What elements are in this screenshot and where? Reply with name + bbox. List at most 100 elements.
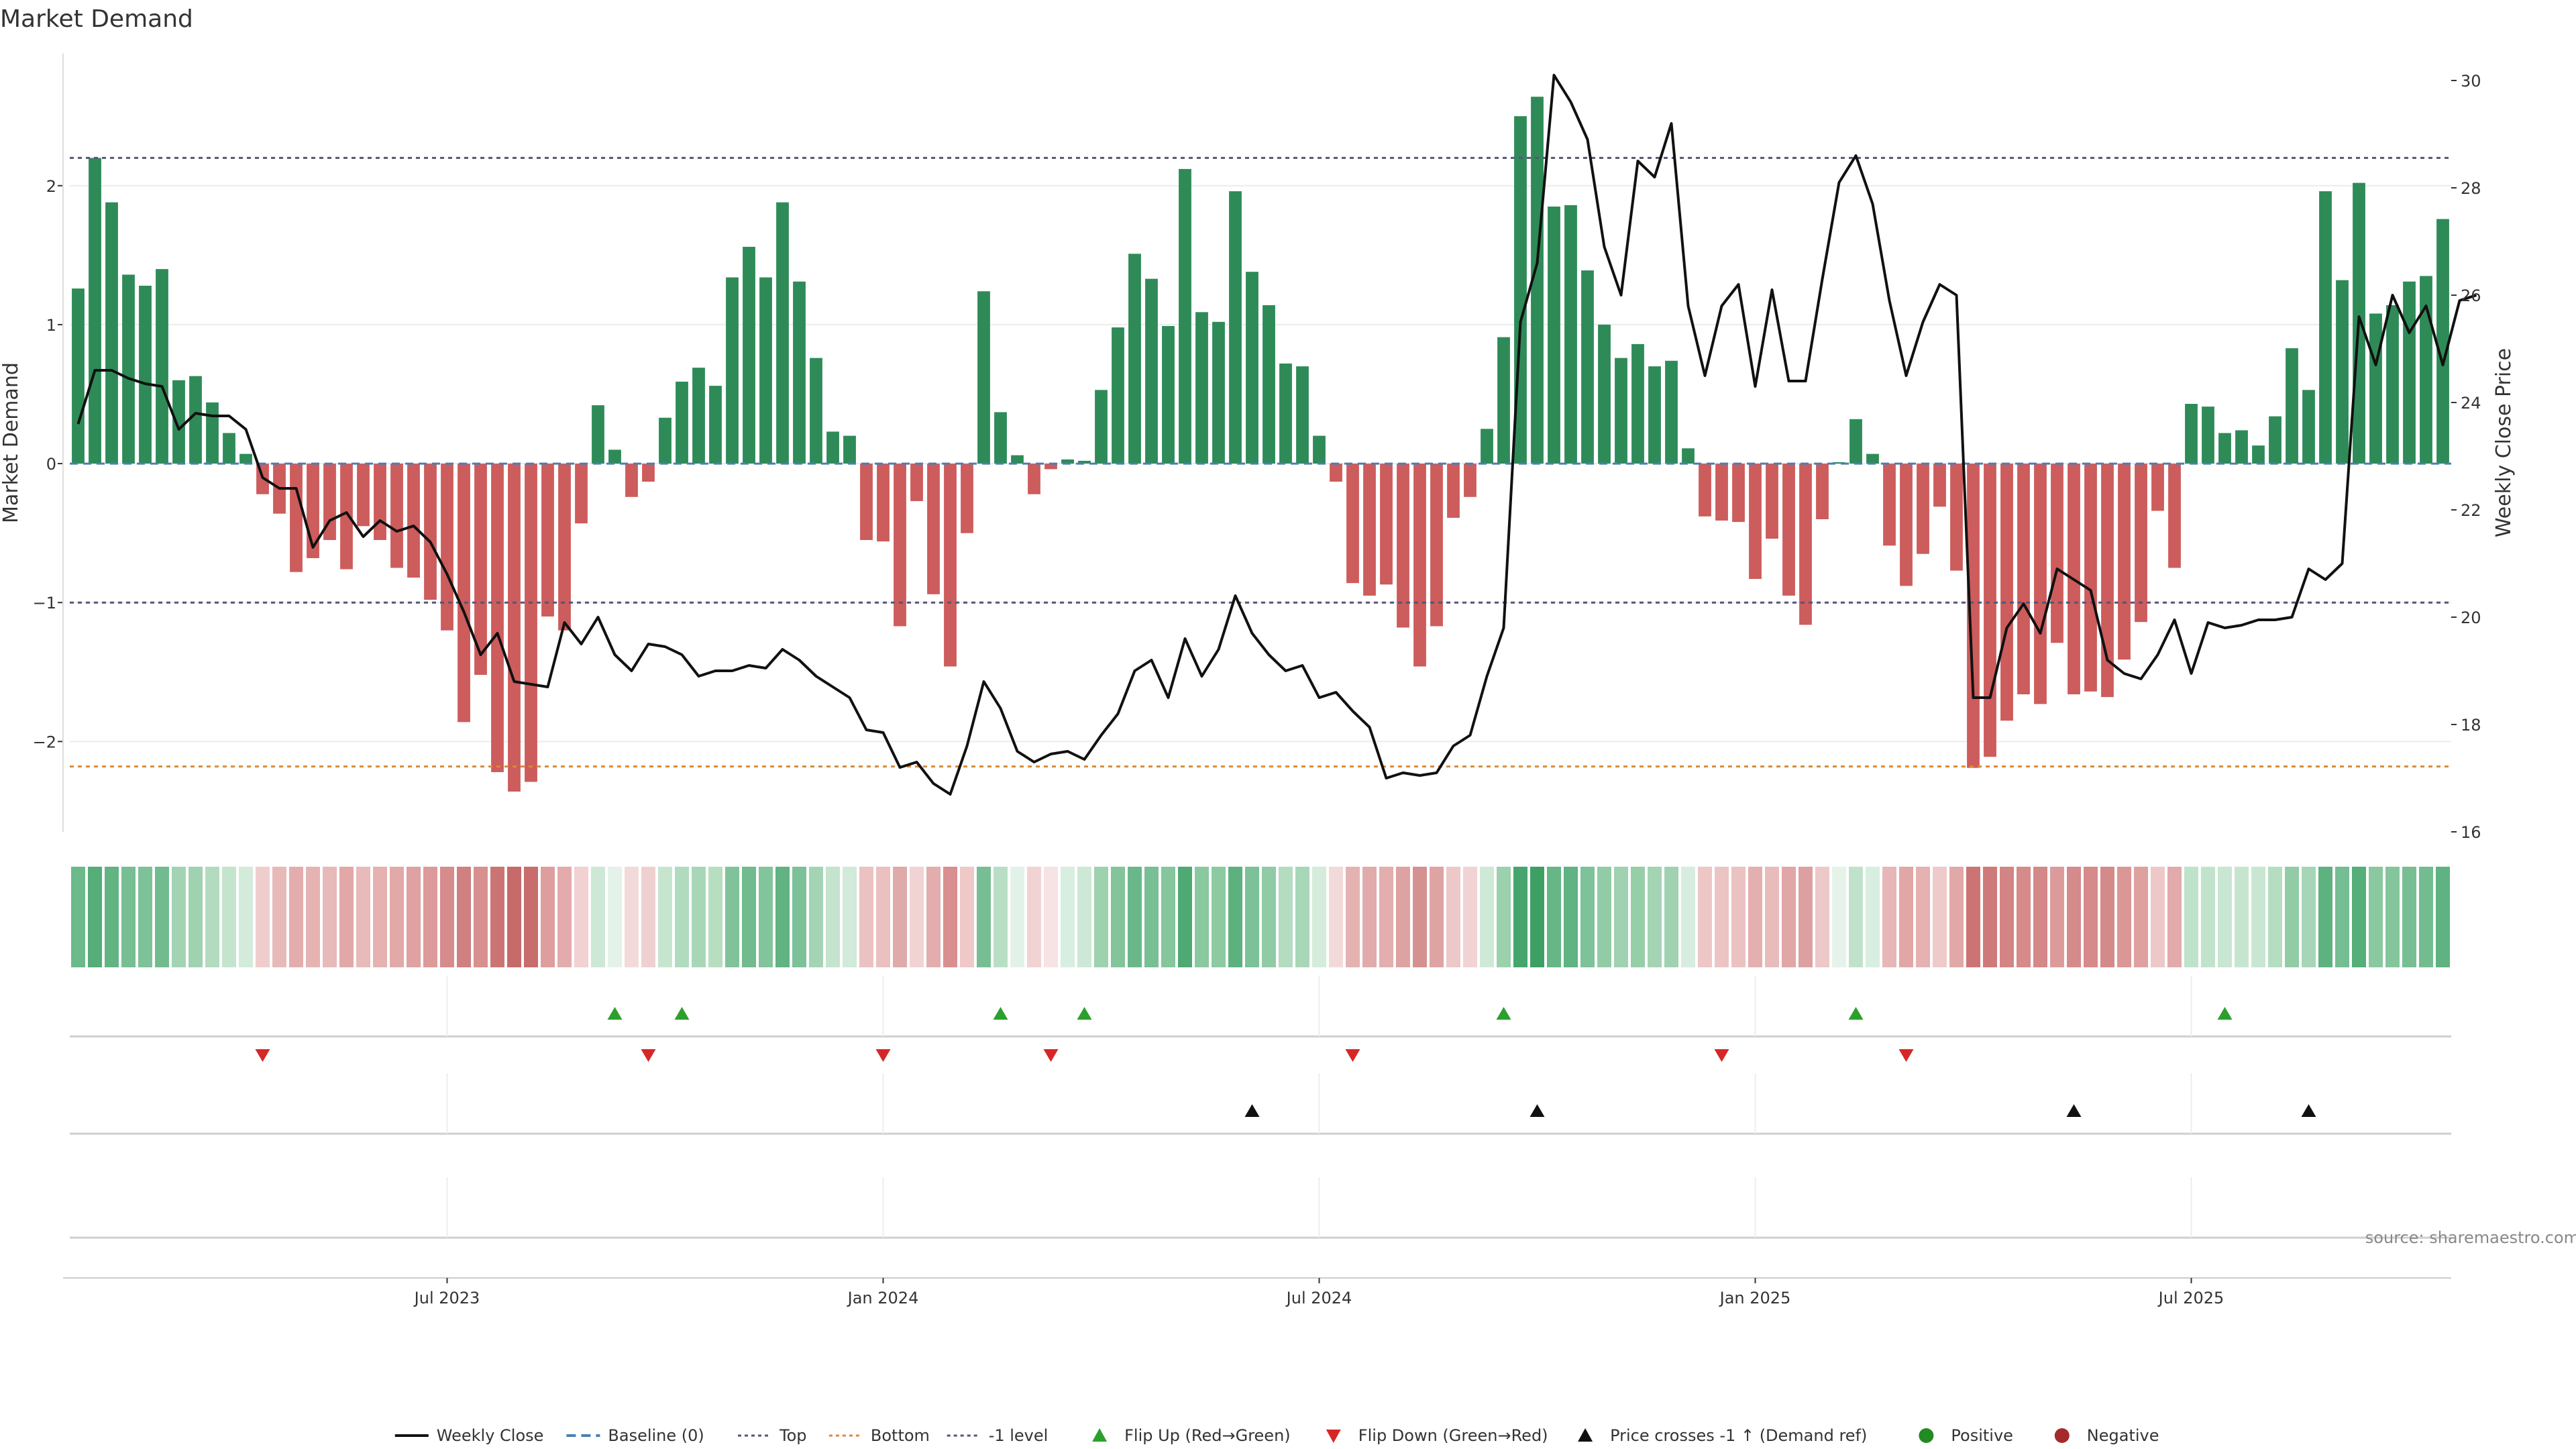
heat-strip-cell <box>608 867 622 967</box>
y-tick-label-left: −2 <box>33 733 56 751</box>
heat-strip-cell <box>339 867 354 967</box>
heat-strip-cell <box>2151 867 2165 967</box>
legend-item-negative[interactable]: Negative <box>2054 1426 2159 1445</box>
heat-strip-cell <box>742 867 756 967</box>
y-tick-label-right: 30 <box>2461 72 2481 91</box>
heat-strip-cell <box>2352 867 2366 967</box>
heat-strip-cell <box>189 867 203 967</box>
heat-strip-cell <box>2402 867 2416 967</box>
legend-item-top[interactable]: Top <box>738 1426 807 1445</box>
heat-strip-cell <box>524 867 538 967</box>
heat-strip-cell <box>1027 867 1041 967</box>
demand-bar <box>608 449 621 464</box>
flip-down-marker <box>875 1049 891 1062</box>
heat-strip-cell <box>121 867 136 967</box>
heat-strip-cell <box>1128 867 1142 967</box>
y-tick-label-left: 2 <box>46 177 56 196</box>
demand-bar <box>860 464 873 540</box>
heat-strip-cell <box>356 867 370 967</box>
heat-strip-cell <box>1094 867 1108 967</box>
heat-strip-cell <box>1664 867 1678 967</box>
heat-strip-cell <box>1446 867 1460 967</box>
heat-strip-cell <box>1480 867 1494 967</box>
legend-item-close[interactable]: Weekly Close <box>394 1426 544 1445</box>
demand-bar <box>1883 464 1896 546</box>
heat-strip-cell <box>843 867 857 967</box>
heat-strip-cell <box>1312 867 1326 967</box>
heat-strip-cell <box>926 867 941 967</box>
demand-bar <box>1648 366 1661 464</box>
x-tick-label: Jul 2023 <box>413 1289 480 1307</box>
demand-bar <box>2336 280 2349 464</box>
demand-bar <box>1179 168 1191 464</box>
heat-strip-cell <box>2318 867 2332 967</box>
demand-bar <box>1665 360 1678 464</box>
event-rows <box>70 976 2451 1239</box>
demand-bar <box>1749 464 1762 579</box>
flip-up-marker <box>2217 1007 2233 1020</box>
heat-strip-cell <box>423 867 437 967</box>
legend-swatch <box>2054 1428 2070 1443</box>
legend-item-bottom[interactable]: Bottom <box>828 1426 930 1445</box>
axes: −2 −1 0 1 2 16 18 20 22 24 26 28 30 <box>33 54 2481 842</box>
heat-strip-cell <box>1849 867 1863 967</box>
demand-bar <box>1715 464 1728 521</box>
demand-bar <box>1497 337 1510 464</box>
heat-strip-cell <box>1279 867 1293 967</box>
demand-bar <box>2051 464 2063 643</box>
heat-strip-cell <box>1245 867 1259 967</box>
legend-item-flip_up[interactable]: Flip Up (Red→Green) <box>1092 1426 1291 1445</box>
demand-bar <box>525 464 537 782</box>
heat-strip-cell <box>641 867 655 967</box>
demand-bar <box>2286 348 2298 464</box>
heat-strip-cell <box>155 867 169 967</box>
demand-bar <box>1447 464 1460 518</box>
heat-strip-cell <box>105 867 119 967</box>
heat-strip-cell <box>1648 867 1662 967</box>
y-tick-label-left: 1 <box>46 316 56 335</box>
demand-bar <box>2302 390 2315 464</box>
demand-bar <box>994 412 1007 464</box>
legend-item-minus1[interactable]: -1 level <box>947 1426 1049 1445</box>
demand-bar <box>1212 321 1225 464</box>
heat-strip-cell <box>1949 867 1964 967</box>
demand-bar <box>2252 445 2265 464</box>
flip-up-marker <box>674 1007 690 1020</box>
demand-bar <box>1984 464 1996 757</box>
legend[interactable]: Weekly Close Baseline (0) Top Bottom -1 leve… <box>394 1426 2159 1445</box>
heat-strip-cell <box>172 867 186 967</box>
legend-label: Weekly Close <box>437 1426 544 1445</box>
legend-item-cross[interactable]: Price crosses -1 ↑ (Demand ref) <box>1578 1426 1867 1445</box>
heat-strip-cell <box>390 867 404 967</box>
demand-bar <box>1766 464 1778 539</box>
y-tick-label-right: 28 <box>2461 179 2481 198</box>
legend-item-flip_down[interactable]: Flip Down (Green→Red) <box>1326 1426 1548 1445</box>
demand-bar <box>1279 363 1292 464</box>
demand-bar <box>2386 305 2399 464</box>
demand-bar <box>1900 464 1913 586</box>
demand-bar <box>1464 464 1477 497</box>
demand-bar <box>1682 448 1695 464</box>
demand-bar <box>1095 390 1108 464</box>
demand-bar <box>1028 464 1040 494</box>
x-tick-label: Jul 2024 <box>1285 1289 1352 1307</box>
heat-strip-cell <box>2201 867 2215 967</box>
heat-strip-cell <box>2067 867 2081 967</box>
legend-item-baseline[interactable]: Baseline (0) <box>566 1426 704 1445</box>
demand-bar <box>2269 416 2282 464</box>
demand-bar <box>189 376 202 464</box>
heat-strip-cell <box>1597 867 1611 967</box>
heat-strip-cell <box>1077 867 1091 967</box>
legend-item-positive[interactable]: Positive <box>1919 1426 2013 1445</box>
heat-strip-cell <box>893 867 907 967</box>
demand-bar <box>1481 429 1493 464</box>
demand-bar <box>2369 313 2382 464</box>
heat-strip-cell <box>323 867 337 967</box>
flip-down-marker <box>1345 1049 1360 1062</box>
heat-strip-cell <box>2268 867 2282 967</box>
demand-bar <box>1397 464 1409 628</box>
cross-marker <box>1244 1104 1260 1117</box>
demand-bar <box>541 464 554 616</box>
demand-bar <box>1112 327 1124 464</box>
heat-strip-cell <box>289 867 303 967</box>
